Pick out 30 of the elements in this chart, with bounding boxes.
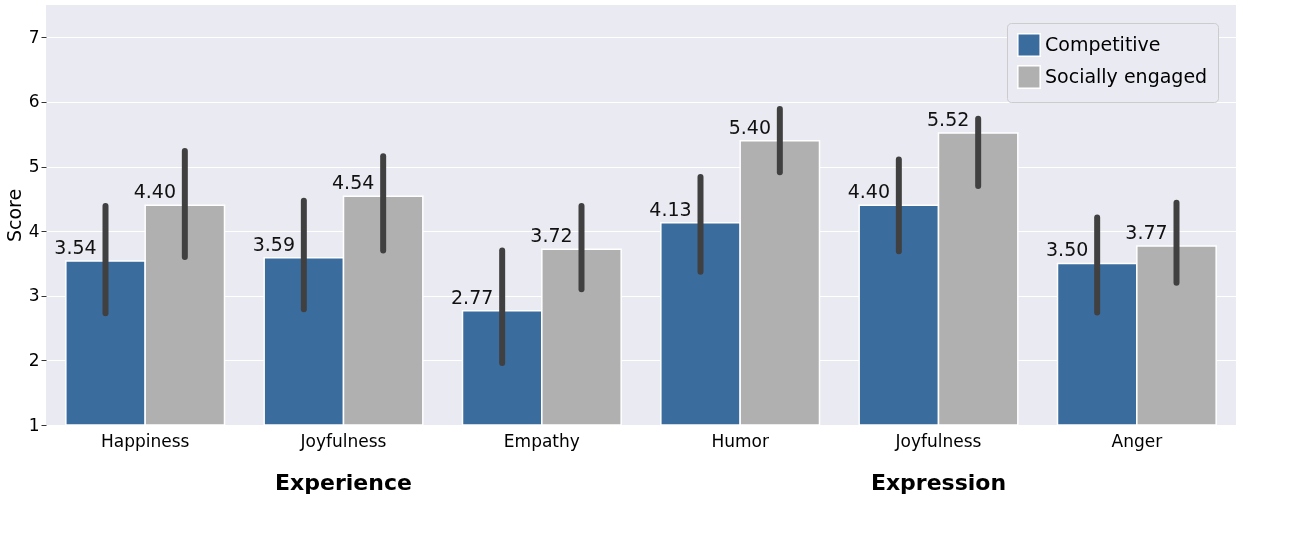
- legend-label: Socially engaged: [1045, 65, 1208, 87]
- x-tick-label: Empathy: [503, 430, 580, 451]
- x-tick-label: Anger: [1111, 430, 1163, 451]
- data-label: 3.59: [252, 232, 295, 255]
- text: Expression: [870, 470, 1007, 495]
- data-label: 4.40: [133, 180, 176, 203]
- text: Experience: [275, 470, 412, 495]
- data-label: 3.54: [54, 235, 97, 258]
- data-label: 4.54: [332, 171, 375, 194]
- data-label: 4.13: [649, 197, 692, 220]
- x-tick-label: Humor: [711, 430, 769, 451]
- y-tick-label: 5: [28, 156, 40, 177]
- data-label: 4.40: [847, 180, 890, 203]
- data-label: 5.40: [728, 115, 771, 138]
- x-tick-label: Happiness: [100, 430, 190, 451]
- y-tick-label: 6: [28, 91, 40, 112]
- data-label: 3.50: [1046, 238, 1089, 261]
- x-tick-label: Joyfulness: [299, 430, 387, 451]
- data-label: 3.72: [530, 224, 573, 247]
- data-label: 2.77: [451, 285, 494, 308]
- x-tick-label: Joyfulness: [894, 430, 982, 451]
- y-tick-label: 1: [28, 414, 40, 435]
- y-axis-title: Score: [2, 188, 25, 243]
- data-label: 3.77: [1125, 221, 1168, 244]
- data-label: 5.52: [927, 107, 970, 130]
- y-tick-label: 7: [28, 26, 40, 47]
- y-tick-label: 3: [28, 285, 40, 306]
- y-tick-label: 4: [28, 220, 40, 241]
- y-tick-label: 2: [28, 349, 40, 370]
- legend-label: Competitive: [1045, 33, 1161, 55]
